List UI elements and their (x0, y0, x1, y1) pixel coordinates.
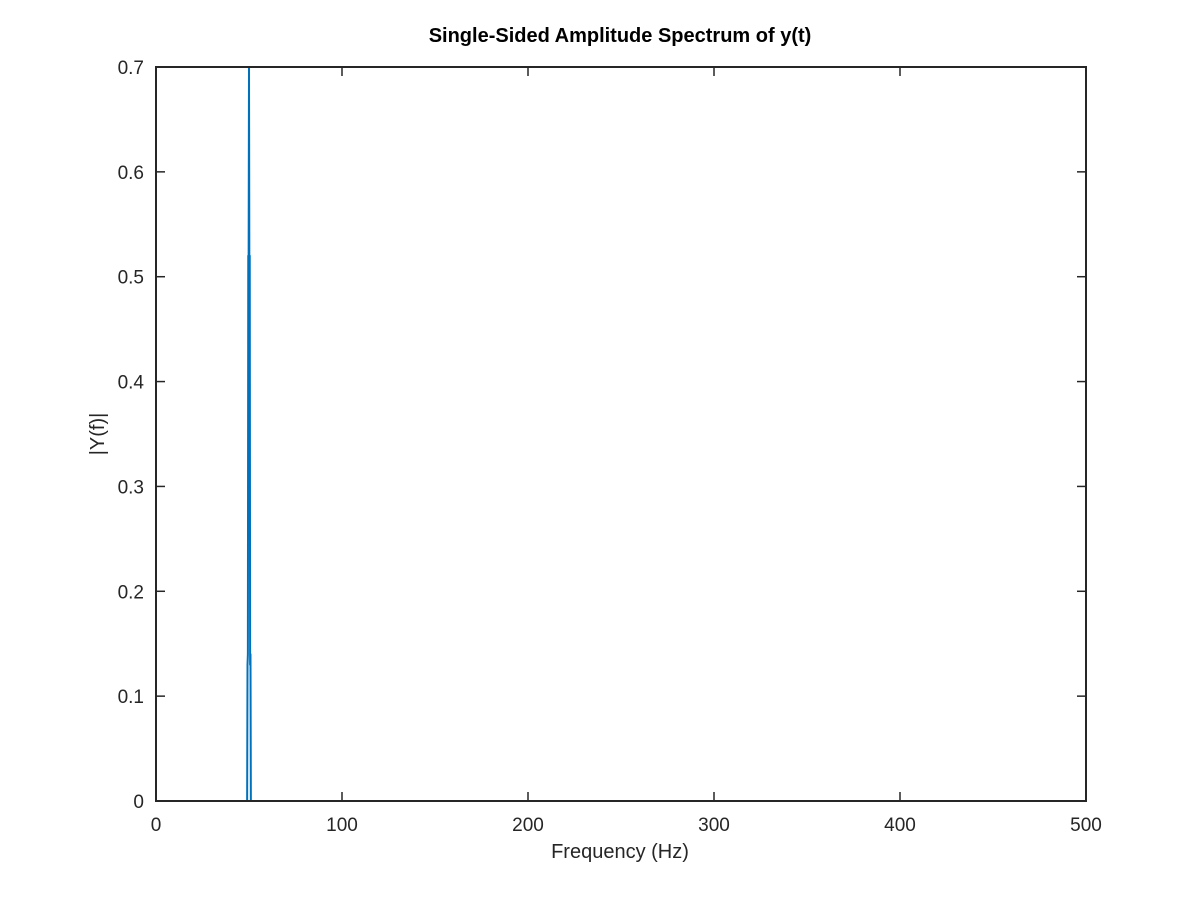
spectrum-line (156, 66, 1086, 802)
y-axis-label: |Y(f)| (87, 413, 109, 456)
y-tick-label: 0.6 (118, 163, 144, 184)
y-tick-label: 0.7 (118, 58, 144, 79)
series-layer (156, 66, 1086, 802)
x-tick-label: 200 (512, 815, 544, 836)
x-tick-label: 300 (698, 815, 730, 836)
plot-area (156, 67, 1086, 801)
y-tick-label: 0 (133, 792, 144, 813)
chart-title: Single-Sided Amplitude Spectrum of y(t) (429, 25, 812, 47)
y-tick-label: 0.5 (118, 268, 144, 289)
x-tick-label: 500 (1070, 815, 1102, 836)
y-tick-label: 0.3 (118, 477, 144, 498)
x-axis-label: Frequency (Hz) (551, 841, 689, 863)
x-tick-label: 400 (884, 815, 916, 836)
y-tick-label: 0.2 (118, 582, 144, 603)
y-tick-label: 0.4 (118, 373, 145, 394)
x-tick-label: 0 (151, 815, 162, 836)
x-tick-label: 100 (326, 815, 358, 836)
axes-box (155, 66, 1087, 802)
y-tick-label: 0.1 (118, 687, 144, 708)
